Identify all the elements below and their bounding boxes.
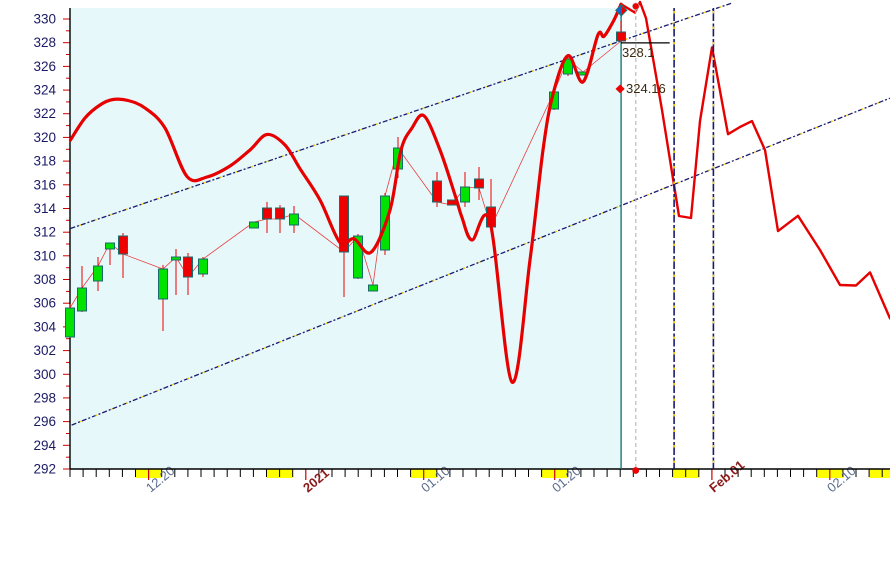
svg-text:328.1: 328.1 [622, 45, 655, 60]
svg-text:308: 308 [33, 272, 56, 287]
svg-text:304: 304 [33, 319, 56, 334]
svg-text:292: 292 [33, 462, 56, 477]
svg-text:296: 296 [33, 414, 56, 429]
svg-text:294: 294 [33, 438, 56, 453]
svg-text:314: 314 [33, 201, 56, 216]
svg-text:300: 300 [33, 367, 56, 382]
svg-text:302: 302 [33, 343, 56, 358]
svg-text:326: 326 [33, 59, 56, 74]
svg-text:2021: 2021 [300, 465, 332, 495]
svg-text:310: 310 [33, 248, 56, 263]
svg-text:324.16: 324.16 [626, 81, 666, 96]
svg-text:312: 312 [33, 225, 56, 240]
svg-text:328: 328 [33, 35, 56, 50]
svg-text:318: 318 [33, 154, 56, 169]
svg-text:324: 324 [33, 83, 56, 98]
svg-text:298: 298 [33, 390, 56, 405]
svg-text:306: 306 [33, 296, 56, 311]
svg-text:02.10: 02.10 [824, 463, 859, 495]
svg-text:330: 330 [33, 12, 56, 27]
svg-text:322: 322 [33, 106, 56, 121]
svg-text:316: 316 [33, 177, 56, 192]
svg-text:320: 320 [33, 130, 56, 145]
